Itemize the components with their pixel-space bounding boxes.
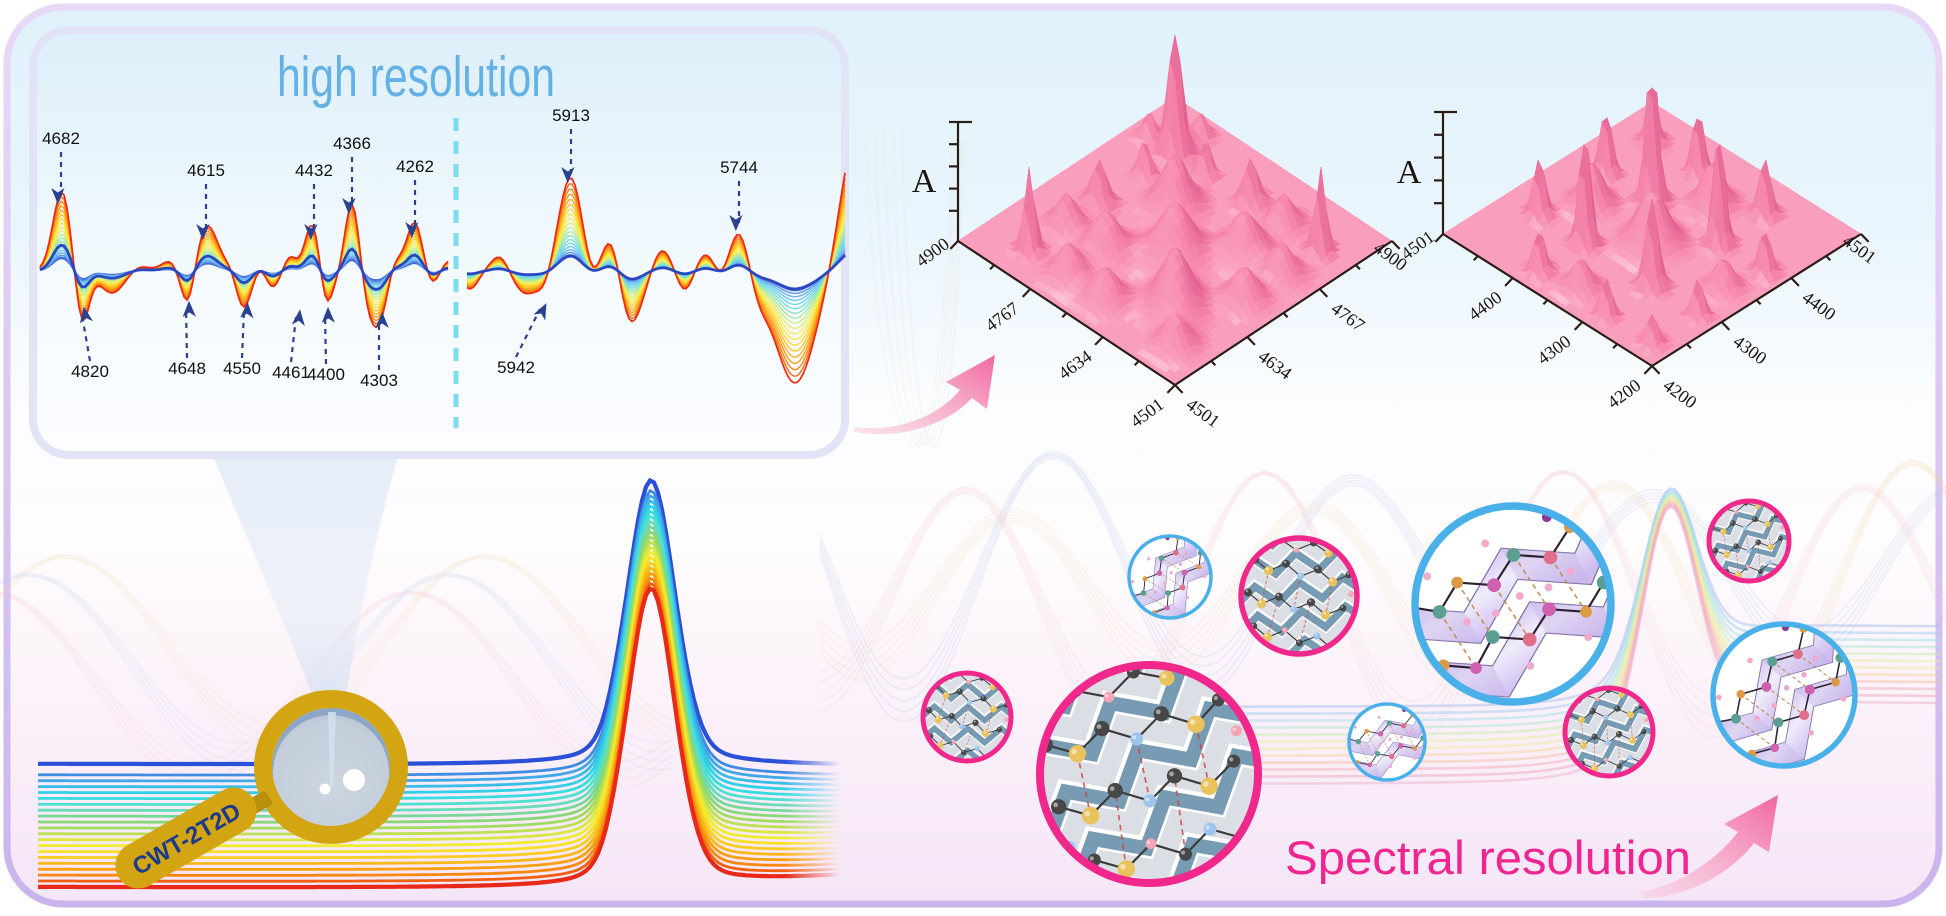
svg-text:4366: 4366 <box>333 134 371 153</box>
svg-text:5913: 5913 <box>552 106 590 125</box>
svg-text:4615: 4615 <box>187 161 225 180</box>
svg-text:4461: 4461 <box>272 363 310 382</box>
svg-text:5744: 5744 <box>720 158 758 177</box>
svg-text:4682: 4682 <box>42 129 80 148</box>
svg-text:4648: 4648 <box>168 359 206 378</box>
svg-text:4820: 4820 <box>71 362 109 381</box>
svg-text:high resolution: high resolution <box>277 45 555 109</box>
svg-text:A: A <box>912 163 937 200</box>
svg-text:4303: 4303 <box>360 371 398 390</box>
svg-text:4262: 4262 <box>396 157 434 176</box>
svg-text:Spectral resolution: Spectral resolution <box>1285 831 1691 884</box>
svg-text:4550: 4550 <box>223 359 261 378</box>
svg-text:5942: 5942 <box>497 358 535 377</box>
svg-text:4400: 4400 <box>307 365 345 384</box>
svg-text:A: A <box>1397 154 1422 191</box>
svg-text:4432: 4432 <box>295 161 333 180</box>
